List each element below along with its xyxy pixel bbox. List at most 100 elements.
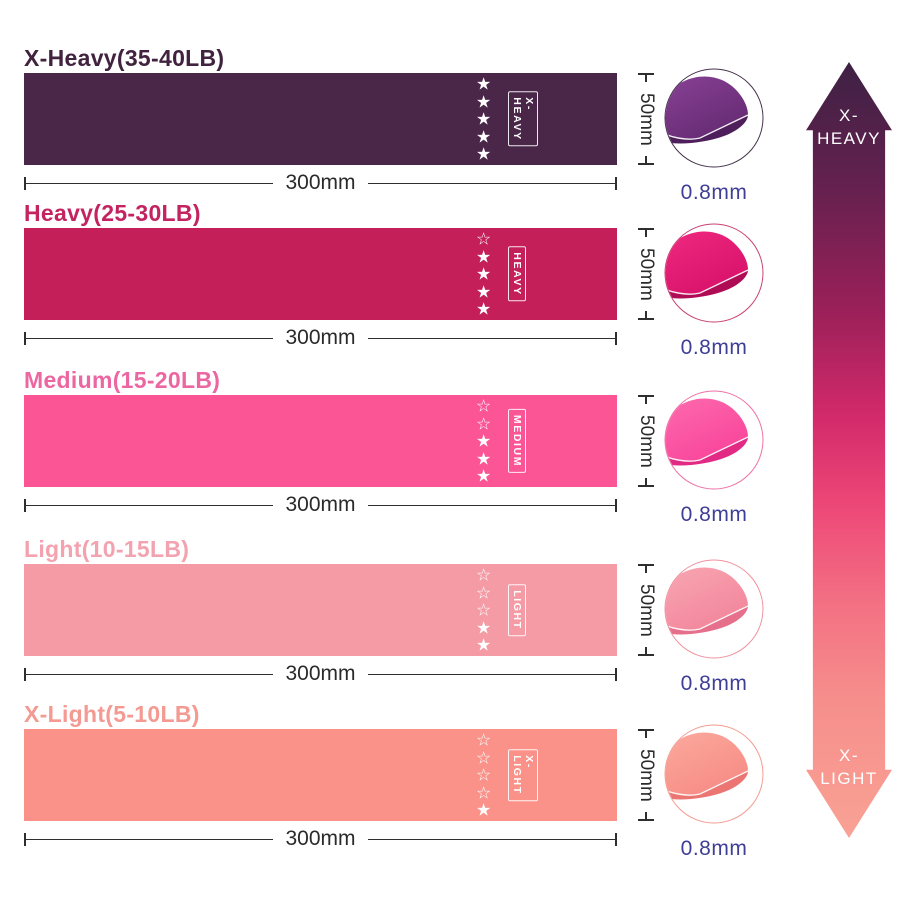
band-row-xlight: X-Light(5-10LB) ☆ ☆ ☆ ☆ ★ X-LIGHT 300mm 50mm bbox=[0, 699, 900, 865]
star-empty-icon: ☆ bbox=[476, 600, 492, 620]
star-filled-icon: ★ bbox=[476, 74, 492, 94]
folded-band-icon bbox=[664, 68, 764, 168]
arrow-top-label: X- HEAVY bbox=[806, 104, 892, 150]
dimension-tick bbox=[638, 311, 654, 320]
star-empty-icon: ☆ bbox=[476, 782, 492, 802]
band-title: X-Light(5-10LB) bbox=[24, 701, 200, 727]
star-filled-icon: ★ bbox=[476, 299, 492, 319]
dimension-tick bbox=[24, 667, 26, 681]
folded-band-icon bbox=[664, 390, 764, 490]
star-filled-icon: ★ bbox=[476, 144, 492, 164]
dimension-tick bbox=[24, 331, 26, 345]
star-filled-icon: ★ bbox=[476, 800, 492, 820]
dimension-line bbox=[26, 673, 274, 675]
width-dimension: 300mm bbox=[24, 662, 617, 685]
star-empty-icon: ☆ bbox=[476, 229, 492, 249]
star-empty-icon: ☆ bbox=[476, 747, 492, 767]
folded-band-icon bbox=[664, 724, 764, 824]
band-bar: ☆ ☆ ☆ ☆ ★ X-LIGHT bbox=[24, 729, 617, 821]
band-title: Heavy(25-30LB) bbox=[24, 200, 201, 226]
dimension-line bbox=[367, 838, 615, 840]
star-filled-icon: ★ bbox=[476, 126, 492, 146]
width-dimension: 300mm bbox=[24, 827, 617, 850]
band-edge-photo bbox=[664, 724, 764, 824]
dimension-tick bbox=[638, 228, 654, 237]
band-edge-photo bbox=[664, 68, 764, 168]
width-dimension-label: 300mm bbox=[285, 827, 356, 850]
band-tag-label: MEDIUM bbox=[508, 408, 526, 474]
arrow-bottom-label-line2: LIGHT bbox=[820, 769, 878, 788]
band-edge-photo bbox=[664, 390, 764, 490]
star-filled-icon: ★ bbox=[476, 635, 492, 655]
dimension-line bbox=[367, 337, 615, 339]
star-filled-icon: ★ bbox=[476, 466, 492, 486]
band-tag-label: X-LIGHT bbox=[508, 749, 538, 801]
dimension-line bbox=[26, 504, 274, 506]
height-dimension-label: 50mm bbox=[636, 583, 657, 637]
width-dimension: 300mm bbox=[24, 171, 617, 194]
band-row-light: Light(10-15LB) ☆ ☆ ☆ ★ ★ LIGHT 300mm 50mm bbox=[0, 534, 900, 700]
star-filled-icon: ★ bbox=[476, 109, 492, 129]
star-rating: ★ ★ ★ ★ ★ bbox=[476, 75, 491, 163]
star-filled-icon: ★ bbox=[476, 431, 492, 451]
star-filled-icon: ★ bbox=[476, 91, 492, 111]
width-dimension-label: 300mm bbox=[285, 171, 356, 194]
band-bar: ★ ★ ★ ★ ★ X-HEAVY bbox=[24, 73, 617, 165]
thickness-label: 0.8mm bbox=[680, 837, 748, 860]
folded-band-icon bbox=[664, 223, 764, 323]
band-title: Light(10-15LB) bbox=[24, 536, 190, 562]
star-empty-icon: ☆ bbox=[476, 396, 492, 416]
height-dimension: 50mm bbox=[626, 73, 666, 165]
band-row-xheavy: X-Heavy(35-40LB) ★ ★ ★ ★ ★ X-HEAVY 300mm 50m… bbox=[0, 43, 900, 209]
dimension-line bbox=[26, 838, 274, 840]
dimension-tick bbox=[615, 331, 617, 345]
dimension-line bbox=[367, 673, 615, 675]
dimension-tick bbox=[638, 156, 654, 165]
star-empty-icon: ☆ bbox=[476, 765, 492, 785]
thickness-label: 0.8mm bbox=[680, 181, 748, 204]
star-filled-icon: ★ bbox=[476, 246, 492, 266]
dimension-tick bbox=[24, 176, 26, 190]
star-filled-icon: ★ bbox=[476, 281, 492, 301]
star-filled-icon: ★ bbox=[476, 264, 492, 284]
height-dimension-label: 50mm bbox=[636, 247, 657, 301]
dimension-line bbox=[367, 504, 615, 506]
width-dimension-label: 300mm bbox=[285, 326, 356, 349]
dimension-tick bbox=[638, 564, 654, 573]
height-dimension: 50mm bbox=[626, 228, 666, 320]
height-dimension-label: 50mm bbox=[636, 92, 657, 146]
dimension-tick bbox=[615, 176, 617, 190]
dimension-tick bbox=[615, 667, 617, 681]
band-tag-label: HEAVY bbox=[508, 246, 526, 302]
dimension-tick bbox=[638, 729, 654, 738]
dimension-tick bbox=[615, 832, 617, 846]
band-tag-label: X-HEAVY bbox=[508, 91, 538, 147]
height-dimension: 50mm bbox=[626, 564, 666, 656]
dimension-tick bbox=[638, 812, 654, 821]
star-filled-icon: ★ bbox=[476, 617, 492, 637]
band-row-heavy: Heavy(25-30LB) ☆ ★ ★ ★ ★ HEAVY 300mm 50mm bbox=[0, 198, 900, 364]
band-bar: ☆ ☆ ★ ★ ★ MEDIUM bbox=[24, 395, 617, 487]
star-empty-icon: ☆ bbox=[476, 565, 492, 585]
width-dimension: 300mm bbox=[24, 493, 617, 516]
star-filled-icon: ★ bbox=[476, 448, 492, 468]
dimension-tick bbox=[638, 73, 654, 82]
width-dimension-label: 300mm bbox=[285, 662, 356, 685]
band-tag-label: LIGHT bbox=[508, 584, 526, 636]
band-bar: ☆ ☆ ☆ ★ ★ LIGHT bbox=[24, 564, 617, 656]
height-dimension-label: 50mm bbox=[636, 414, 657, 468]
arrow-bottom-label: X- LIGHT bbox=[806, 744, 892, 790]
dimension-tick bbox=[638, 478, 654, 487]
dimension-tick bbox=[615, 498, 617, 512]
height-dimension-label: 50mm bbox=[636, 748, 657, 802]
star-rating: ☆ ☆ ☆ ★ ★ bbox=[476, 566, 491, 654]
band-row-medium: Medium(15-20LB) ☆ ☆ ★ ★ ★ MEDIUM 300mm 50mm bbox=[0, 365, 900, 531]
band-edge-photo bbox=[664, 559, 764, 659]
star-rating: ☆ ☆ ☆ ☆ ★ bbox=[476, 731, 491, 819]
thickness-label: 0.8mm bbox=[680, 336, 748, 359]
star-rating: ☆ ☆ ★ ★ ★ bbox=[476, 397, 491, 485]
thickness-label: 0.8mm bbox=[680, 503, 748, 526]
dimension-tick bbox=[638, 395, 654, 404]
thickness-label: 0.8mm bbox=[680, 672, 748, 695]
